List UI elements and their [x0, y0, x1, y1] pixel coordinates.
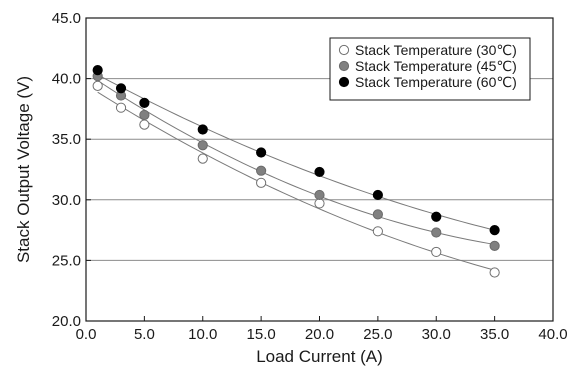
data-point-30c [115, 102, 127, 113]
data-point-60c [372, 189, 383, 201]
data-point-60c [314, 166, 325, 178]
data-point-45c [256, 165, 267, 176]
x-tick-label: 10.0 [188, 326, 217, 343]
y-tick-label: 25.0 [52, 252, 81, 269]
trend-lines [97, 74, 495, 271]
x-tick-label: 0.0 [76, 326, 97, 343]
legend-label-45c: Stack Temperature (45℃) [355, 58, 517, 74]
x-tick-label: 30.0 [422, 326, 451, 343]
data-point-45c [489, 240, 500, 251]
y-tick-label: 30.0 [52, 192, 81, 209]
trend-line-30c [97, 91, 495, 271]
axis-ticks: 20.0 25.0 30.0 35.0 40.0 45.0 0.0 5.0 10.0 15.0 20… [52, 10, 568, 343]
data-point-60c [139, 97, 150, 108]
data-point-30c [256, 177, 267, 188]
data-point-30c [92, 80, 103, 91]
data-point-45c [197, 140, 208, 151]
y-tick-label: 40.0 [52, 71, 81, 88]
data-point-45c [372, 209, 383, 220]
trend-line-60c [97, 74, 495, 231]
data-point-45c [314, 189, 325, 201]
data-point-30c [314, 198, 325, 209]
legend-marker-60c [338, 76, 350, 88]
data-point-30c [139, 119, 150, 130]
data-points [92, 65, 500, 278]
data-point-60c [489, 225, 500, 236]
x-tick-label: 35.0 [480, 326, 509, 343]
legend-label-60c: Stack Temperature (60℃) [355, 74, 517, 90]
data-point-30c [372, 226, 383, 237]
data-point-60c [197, 124, 208, 135]
data-point-60c [115, 83, 127, 94]
data-point-60c [256, 147, 267, 158]
x-tick-label: 15.0 [247, 326, 276, 343]
data-point-60c [431, 211, 442, 222]
x-axis-label: Load Current (A) [256, 347, 383, 366]
trend-line-45c [97, 80, 495, 245]
data-point-45c [431, 227, 442, 238]
y-tick-label: 35.0 [52, 131, 81, 148]
x-tick-label: 40.0 [538, 326, 567, 343]
x-tick-label: 20.0 [305, 326, 334, 343]
y-tick-label: 45.0 [52, 10, 81, 27]
y-tick-label: 20.0 [52, 313, 81, 330]
data-point-60c [92, 65, 103, 76]
legend-label-30c: Stack Temperature (30℃) [355, 42, 517, 58]
data-point-30c [431, 246, 442, 258]
legend-box [329, 37, 531, 101]
y-axis-label: Stack Output Voltage (V) [14, 76, 33, 263]
legend: Stack Temperature (30℃) Stack Temperatur… [329, 37, 531, 101]
data-point-30c [489, 267, 500, 278]
data-point-45c [139, 109, 150, 121]
data-point-30c [197, 153, 208, 164]
legend-marker-30c [338, 44, 350, 56]
x-tick-label: 25.0 [363, 326, 392, 343]
legend-marker-45c [338, 60, 350, 72]
x-tick-label: 5.0 [134, 326, 155, 343]
